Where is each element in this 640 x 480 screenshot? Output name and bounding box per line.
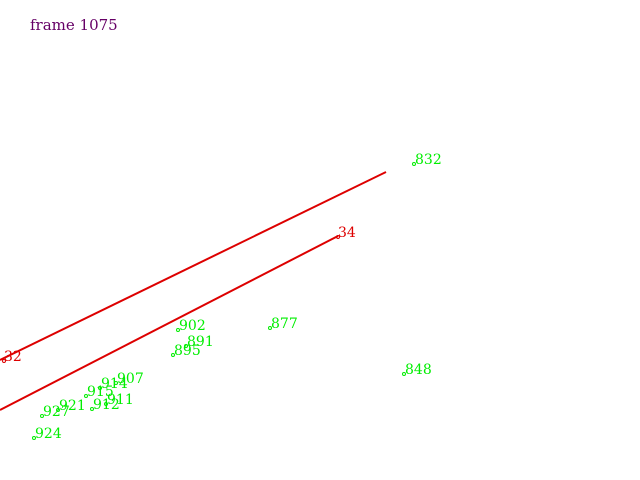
tracks-layer: 32 34 [0,171,387,411]
frame-label: frame 1075 [30,16,118,34]
point-marker-907 [114,381,118,385]
track-marker-34 [336,235,340,239]
point-label-902: 902 [179,318,206,334]
track-line-32 [0,171,387,361]
point-marker-877 [268,326,272,330]
point-marker-915 [84,394,88,398]
track-line-34 [0,235,339,411]
point-marker-924 [32,436,36,440]
point-label-914: 914 [101,376,128,392]
point-label-895: 895 [174,343,201,359]
track-label-32: 32 [4,349,22,365]
point-marker-848 [402,372,406,376]
point-label-907: 907 [117,371,144,387]
point-label-924: 924 [35,426,62,442]
point-label-911: 911 [107,392,134,408]
point-marker-912 [90,407,94,411]
point-marker-895 [171,353,175,357]
point-label-915: 915 [87,384,114,400]
point-marker-891 [184,344,188,348]
point-marker-911 [104,402,108,406]
track-label-34: 34 [338,225,356,241]
point-label-848: 848 [405,362,432,378]
point-label-877: 877 [271,316,298,332]
point-marker-927 [40,414,44,418]
point-label-921: 921 [59,398,86,414]
track-marker-32 [2,359,6,363]
point-label-927: 927 [43,404,70,420]
point-marker-832 [412,162,416,166]
point-label-912: 912 [93,397,120,413]
point-label-891: 891 [187,334,214,350]
point-marker-921 [56,408,60,412]
point-label-832: 832 [415,152,442,168]
point-marker-902 [176,328,180,332]
point-marker-914 [98,386,102,390]
